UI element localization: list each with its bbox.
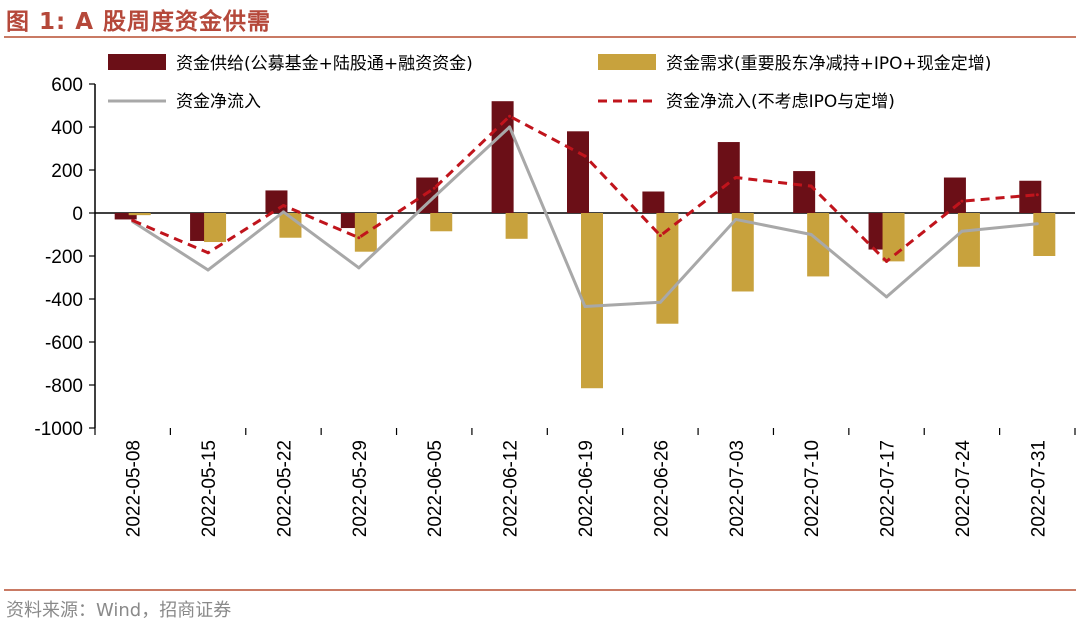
legend-swatch-supply <box>108 54 166 70</box>
net-inflow-point <box>960 229 964 233</box>
net-inflow-ex-point <box>357 236 361 240</box>
demand-bar <box>807 213 830 277</box>
supply-bar <box>1019 180 1042 213</box>
x-tick-label: 2022-06-05 <box>425 440 446 537</box>
legend-label-supply: 资金供给(公募基金+陆股通+融资资金) <box>176 54 473 74</box>
net-inflow-point <box>583 305 587 309</box>
net-inflow-ex-point <box>508 114 512 118</box>
legend-label-net: 资金净流入 <box>176 92 261 112</box>
x-tick-label: 2022-07-24 <box>953 440 974 538</box>
bars <box>114 101 1056 389</box>
net-inflow-point <box>809 233 813 236</box>
y-tick-label: -400 <box>45 290 83 311</box>
y-tick-label: 200 <box>51 161 83 182</box>
axes: 600 400 200 0 -200 -400 -600 -800 -1000 2022-05-0… <box>34 75 1076 538</box>
y-tick-label: -1000 <box>34 419 83 440</box>
x-tick-label: 2022-07-31 <box>1028 440 1049 537</box>
supply-bar <box>114 213 137 220</box>
supply-bar <box>416 177 439 213</box>
net-inflow-ex-point <box>206 251 210 255</box>
y-tick-label: -800 <box>45 376 83 397</box>
x-tick-label: 2022-07-17 <box>878 440 899 537</box>
net-inflow-ex-point <box>131 219 135 223</box>
net-inflow-ex-point <box>583 154 587 158</box>
x-tick-label: 2022-07-10 <box>802 440 823 537</box>
supply-bar <box>717 142 740 213</box>
demand-bar <box>656 213 679 324</box>
x-tick-label: 2022-06-26 <box>651 440 672 537</box>
net-inflow-ex-point <box>734 176 738 180</box>
net-inflow-ex-point <box>658 234 662 238</box>
net-inflow-point <box>357 266 361 270</box>
title-divider <box>4 36 1076 38</box>
x-tick-label: 2022-05-15 <box>199 440 220 537</box>
net-inflow-ex-point <box>432 186 436 190</box>
net-inflow-point <box>734 217 738 221</box>
demand-bar <box>581 213 603 389</box>
source-note: 资料来源：Wind，招商证券 <box>6 600 232 621</box>
net-inflow-ex-point <box>960 199 964 203</box>
net-inflow-point <box>885 295 889 299</box>
supply-bar <box>491 101 514 213</box>
demand-bar <box>505 213 528 239</box>
y-tick-label: -600 <box>45 333 83 354</box>
demand-bar <box>731 213 754 292</box>
supply-bar <box>642 191 665 213</box>
net-inflow-point <box>281 210 285 214</box>
net-inflow-point <box>432 195 436 199</box>
net-inflow-point <box>658 300 662 304</box>
demand-bar <box>204 213 227 243</box>
footer-divider <box>4 589 1076 591</box>
demand-bar <box>128 213 151 216</box>
supply-bar <box>567 131 589 213</box>
y-tick-label: 0 <box>72 204 83 225</box>
x-tick-label: 2022-05-22 <box>274 440 295 537</box>
net-inflow-point <box>508 125 512 129</box>
supply-bar <box>265 190 288 213</box>
net-inflow-ex-point <box>281 203 285 207</box>
demand-bar <box>279 213 302 238</box>
x-tick-label: 2022-05-29 <box>350 440 371 537</box>
demand-bar <box>430 213 453 232</box>
net-inflow-ex-point <box>1035 193 1039 197</box>
legend-swatch-demand <box>598 54 656 70</box>
y-tick-label: 400 <box>51 118 83 139</box>
legend: 资金供给(公募基金+陆股通+融资资金) 资金需求(重要股东净减持+IPO+现金定… <box>108 54 991 112</box>
net-inflow-ex-point <box>809 184 813 188</box>
y-tick-label: -200 <box>45 247 83 268</box>
legend-label-demand: 资金需求(重要股东净减持+IPO+现金定增) <box>666 54 991 74</box>
y-tick-label: 600 <box>51 75 83 96</box>
x-tick-label: 2022-07-03 <box>727 440 748 537</box>
x-tick-label: 2022-06-19 <box>576 440 597 537</box>
x-tick-label: 2022-06-12 <box>501 440 522 537</box>
x-tick-label: 2022-05-08 <box>124 440 145 537</box>
demand-bar <box>882 213 905 262</box>
figure-title: 图 1: A 股周度资金供需 <box>6 9 272 35</box>
legend-label-net-ex: 资金净流入(不考虑IPO与定增) <box>666 92 895 112</box>
net-inflow-point <box>1035 222 1039 226</box>
lines <box>131 114 1039 309</box>
demand-bar <box>1033 213 1056 256</box>
supply-bar <box>793 171 816 213</box>
net-inflow-point <box>206 268 210 272</box>
demand-bar <box>957 213 980 267</box>
net-inflow-ex-point <box>885 259 889 263</box>
